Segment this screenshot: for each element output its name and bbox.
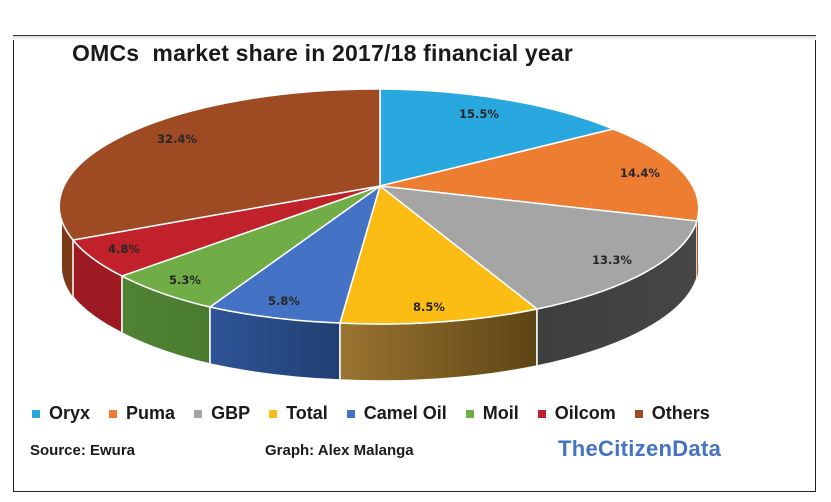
legend-item-camel-oil[interactable]: Camel Oil [346, 403, 447, 424]
swatch-icon [465, 409, 474, 418]
legend-item-oilcom[interactable]: Oilcom [537, 403, 616, 424]
brand-logo-text: TheCitizenData [558, 436, 722, 461]
label-moil: 5.3% [169, 273, 201, 287]
legend-label: Others [651, 403, 710, 423]
legend-label: GBP [211, 403, 251, 423]
legend-label: Total [286, 403, 328, 423]
pie-top [58, 88, 700, 325]
legend-label: Moil [482, 403, 519, 423]
label-total: 8.5% [413, 300, 445, 314]
slice-camel-oil[interactable] [209, 185, 381, 324]
source-credit: Source: Ewura [30, 442, 136, 459]
chart-legend: Oryx Puma GBP Total Camel Oil Moil Oilco… [32, 403, 729, 424]
label-others: 32.4% [157, 132, 197, 146]
swatch-icon [194, 409, 203, 418]
legend-item-gbp[interactable]: GBP [194, 403, 250, 424]
legend-item-others[interactable]: Others [634, 403, 710, 424]
frame-shade [13, 36, 816, 40]
slice-moil[interactable] [121, 185, 381, 308]
graph-credit: Graph: Alex Malanga [265, 442, 414, 459]
legend-label: Camel Oil [363, 403, 447, 423]
label-puma: 14.4% [620, 166, 660, 180]
legend-label: Oilcom [554, 403, 616, 423]
legend-item-puma[interactable]: Puma [109, 403, 175, 424]
pie-side-walls [61, 206, 699, 382]
slice-gbp[interactable] [379, 185, 698, 310]
swatch-icon [346, 409, 355, 418]
legend-label: Puma [126, 403, 176, 423]
swatch-icon [634, 409, 643, 418]
swatch-icon [109, 409, 118, 418]
slice-total[interactable] [339, 185, 538, 325]
chart-title: OMCs market share in 2017/18 financial y… [72, 40, 573, 66]
label-camel-oil: 5.8% [268, 294, 300, 308]
legend-label: Oryx [49, 403, 91, 423]
slice-oryx[interactable] [379, 88, 614, 187]
slice-others[interactable] [58, 88, 381, 241]
swatch-icon [32, 409, 40, 418]
swatch-icon [537, 409, 546, 418]
label-gbp: 13.3% [592, 253, 632, 267]
legend-item-moil[interactable]: Moil [465, 403, 519, 424]
legend-item-total[interactable]: Total [269, 403, 328, 424]
label-oryx: 15.5% [459, 107, 499, 121]
slice-puma[interactable] [379, 128, 700, 222]
label-oilcom: 4.8% [108, 242, 140, 256]
legend-item-oryx[interactable]: Oryx [32, 403, 90, 424]
data-labels: 15.5% 14.4% 13.3% 8.5% 5.8% 5.3% 4.8% 32… [108, 107, 660, 314]
slice-side-puma [697, 206, 699, 278]
swatch-icon [269, 409, 278, 418]
